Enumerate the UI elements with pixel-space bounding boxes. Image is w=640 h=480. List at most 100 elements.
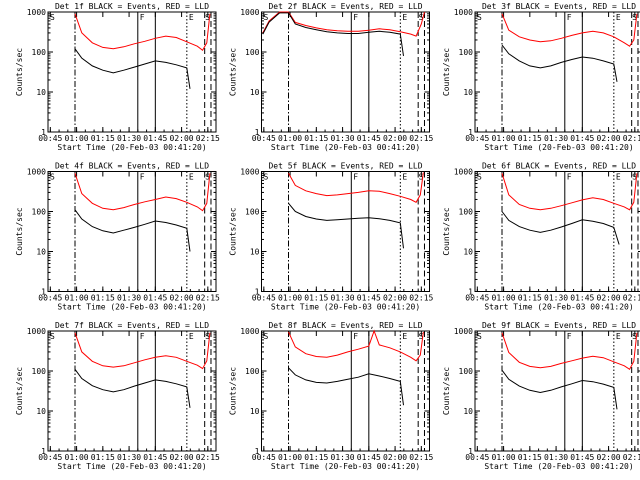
plot-frame [261,330,430,452]
event-marker-label: S [477,332,482,341]
y-tick-label: 100 [245,48,260,57]
y-tick-label: 100 [32,208,47,217]
event-marker-label: E [616,13,621,22]
y-axis-label: Counts/sec [229,48,238,96]
lld-series-line [262,11,425,37]
event-marker-label: S [632,13,637,22]
chart-title: Det 7f BLACK = Events, RED = LLD [55,321,209,330]
x-tick-label: 01:00 [278,294,302,303]
chart-panel-9: Det 9f BLACK = Events, RED = LLD 1 10 100 10… [442,321,640,471]
y-tick-label: 100 [459,48,474,57]
y-tick-label: 100 [32,48,47,57]
event-marker-label: S [632,332,637,341]
x-tick-label: 01:45 [570,453,594,462]
x-tick-label: 02:00 [597,294,621,303]
plot-frame [47,11,217,133]
events-series-line [501,369,618,410]
event-marker-label: S [419,332,424,341]
y-axis-label: Counts/sec [15,207,24,255]
y-tick-label: 1 [468,128,473,137]
y-tick-label: 10 [463,407,473,416]
y-tick-label: 100 [245,208,260,217]
plot-frame [47,171,217,292]
x-tick-label: 01:00 [278,453,302,462]
x-tick-label: 02:15 [196,453,220,462]
lld-series-line [74,173,211,212]
chart-panel-1: Det 1f BLACK = Events, RED = LLD 1 10 100 10… [15,2,220,152]
lld-series-line [501,173,638,211]
x-tick-label: 02:00 [597,134,621,143]
event-marker-label: F [140,332,145,341]
chart-panel-2: Det 2f BLACK = Events, RED = LLD 1 10 100 10… [229,2,434,152]
event-marker-label: S [205,173,210,182]
x-tick-label: 00:45 [252,294,276,303]
y-tick-label: 1000 [240,8,259,17]
x-tick-label: 02:15 [623,294,640,303]
x-tick-label: 01:45 [357,453,381,462]
y-tick-label: 100 [459,367,474,376]
x-tick-label: 01:00 [278,134,302,143]
y-tick-label: 100 [245,367,260,376]
y-axis-label: Counts/sec [229,207,238,255]
x-tick-label: 01:00 [65,453,89,462]
y-axis-label: Counts/sec [229,367,238,415]
y-tick-label: 100 [32,367,47,376]
x-tick-label: 00:45 [465,453,489,462]
event-marker-label: F [140,13,145,22]
x-tick-label: 02:15 [409,294,433,303]
y-tick-label: 1000 [27,168,46,177]
event-marker-label: S [264,332,269,341]
lld-series-line [288,329,424,362]
y-tick-label: 10 [250,407,260,416]
event-marker-label: S [264,173,269,182]
event-marker-label: S [205,332,210,341]
event-marker-label: S [205,13,210,22]
x-tick-label: 01:00 [492,294,516,303]
x-axis-label: Start Time (20-Feb-03 00:41:20) [484,462,633,471]
x-axis-label: Start Time (20-Feb-03 00:41:20) [484,143,633,152]
x-tick-label: 01:00 [492,134,516,143]
y-axis-label: Counts/sec [442,207,451,255]
y-tick-label: 1 [41,288,46,297]
event-marker-label: S [264,13,269,22]
event-marker-label: E [189,332,194,341]
events-series-line [288,202,404,249]
x-tick-label: 01:30 [331,294,355,303]
x-tick-label: 00:45 [38,294,62,303]
events-series-line [288,367,404,406]
chart-title: Det 3f BLACK = Events, RED = LLD [482,2,636,11]
y-tick-label: 10 [250,88,260,97]
y-tick-label: 1000 [240,327,259,336]
chart-title: Det 6f BLACK = Events, RED = LLD [482,162,636,171]
events-series-line [74,48,191,89]
chart-title: Det 2f BLACK = Events, RED = LLD [268,2,422,11]
y-tick-label: 1000 [454,8,473,17]
plot-frame [261,11,430,133]
events-series-line [74,369,191,408]
chart-title: Det 9f BLACK = Events, RED = LLD [482,321,636,330]
x-tick-label: 01:00 [492,453,516,462]
x-tick-label: 02:00 [170,134,194,143]
x-tick-label: 02:00 [597,453,621,462]
x-tick-label: 01:00 [65,294,89,303]
chart-panel-3: Det 3f BLACK = Events, RED = LLD 1 10 100 10… [442,2,640,152]
x-tick-label: 02:15 [623,453,640,462]
lld-series-line [501,13,638,47]
event-marker-label: E [189,173,194,182]
x-tick-label: 01:15 [518,294,542,303]
event-marker-label: F [140,173,145,182]
y-tick-label: 1 [41,128,46,137]
event-marker-label: E [616,173,621,182]
x-tick-label: 01:45 [570,134,594,143]
event-marker-label: S [477,13,482,22]
x-tick-label: 02:15 [409,453,433,462]
y-axis-label: Counts/sec [15,48,24,96]
events-series-line [74,209,191,252]
x-tick-label: 01:15 [91,294,115,303]
y-tick-label: 1 [468,288,473,297]
chart-title: Det 4f BLACK = Events, RED = LLD [55,162,209,171]
chart-panel-7: Det 7f BLACK = Events, RED = LLD 1 10 100 10… [15,321,220,471]
lld-series-line [288,172,424,203]
y-tick-label: 1 [468,447,473,456]
lld-series-line [501,332,638,371]
